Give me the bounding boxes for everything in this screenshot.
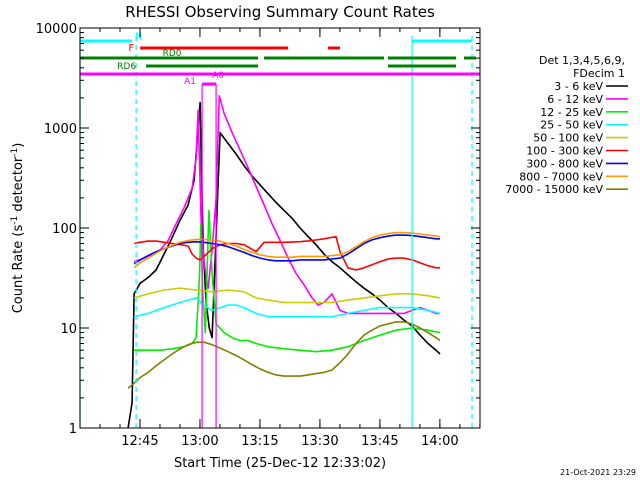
x-tick-label: 13:45 <box>361 434 398 449</box>
legend-label-6-12-kev: 6 - 12 keV <box>547 93 603 106</box>
footer-date: 21-Oct-2021 23:29 <box>560 468 636 477</box>
series-line-100-300-kev <box>133 235 440 271</box>
state-bar-label-f: F <box>128 43 134 54</box>
series-line-6-12-kev <box>133 95 440 315</box>
series-layer <box>127 95 441 429</box>
legend-label-300-800-kev: 300 - 800 keV <box>526 157 603 170</box>
state-bar-label-a0: A0 <box>212 71 224 81</box>
state-bar-label-rd0: RD0 <box>163 49 182 59</box>
legend-label-3-6-kev: 3 - 6 keV <box>554 80 603 93</box>
legend-header-line: FDecim 1 <box>573 67 625 80</box>
x-tick-label: 14:00 <box>421 434 458 449</box>
x-tick-label: 12:45 <box>121 434 158 449</box>
y-tick-label: 10 <box>60 322 77 337</box>
series-line-3-6-kev <box>127 101 441 429</box>
legend-label-100-300-kev: 100 - 300 keV <box>526 145 603 158</box>
series-line-7000-15000-kev <box>127 321 441 389</box>
x-tick-label: 13:30 <box>301 434 338 449</box>
state-bar-label-rd6: RD6 <box>117 62 136 72</box>
x-tick-label: 13:15 <box>241 434 278 449</box>
y-tick-label: 100 <box>52 222 77 237</box>
y-tick-label: 10000 <box>36 22 77 37</box>
series-line-25-50-kev <box>133 297 441 318</box>
state-bar-label-a1: A1 <box>184 77 196 87</box>
legend-label-800-7000-kev: 800 - 7000 keV <box>519 170 603 183</box>
series-line-50-100-kev <box>133 287 441 304</box>
legend-label-50-100-kev: 50 - 100 keV <box>533 132 603 145</box>
legend-label-12-25-kev: 12 - 25 keV <box>540 106 603 119</box>
series-line-300-800-kev <box>133 234 440 265</box>
chart-title: RHESSI Observing Summary Count Rates <box>125 3 435 21</box>
state-bar-label-n: N <box>135 32 142 42</box>
y-axis-label: Count Rate (s-1 detector-1) <box>10 143 26 314</box>
series-line-800-7000-kev <box>133 231 441 269</box>
y-tick-label: 1000 <box>44 122 77 137</box>
legend-label-25-50-kev: 25 - 50 keV <box>540 119 603 132</box>
legend-header-line: Det 1,3,4,5,6,9, <box>539 54 625 67</box>
y-tick-label: 1 <box>69 422 77 437</box>
x-axis-label: Start Time (25-Dec-12 12:33:02) <box>174 456 386 471</box>
axes-layer: 1 10 100 1000 10000 12:45 13:00 13:15 13:30 13:45… <box>36 22 481 449</box>
x-tick-label: 13:00 <box>181 434 218 449</box>
legend-label-7000-15000-kev: 7000 - 15000 keV <box>505 183 603 196</box>
